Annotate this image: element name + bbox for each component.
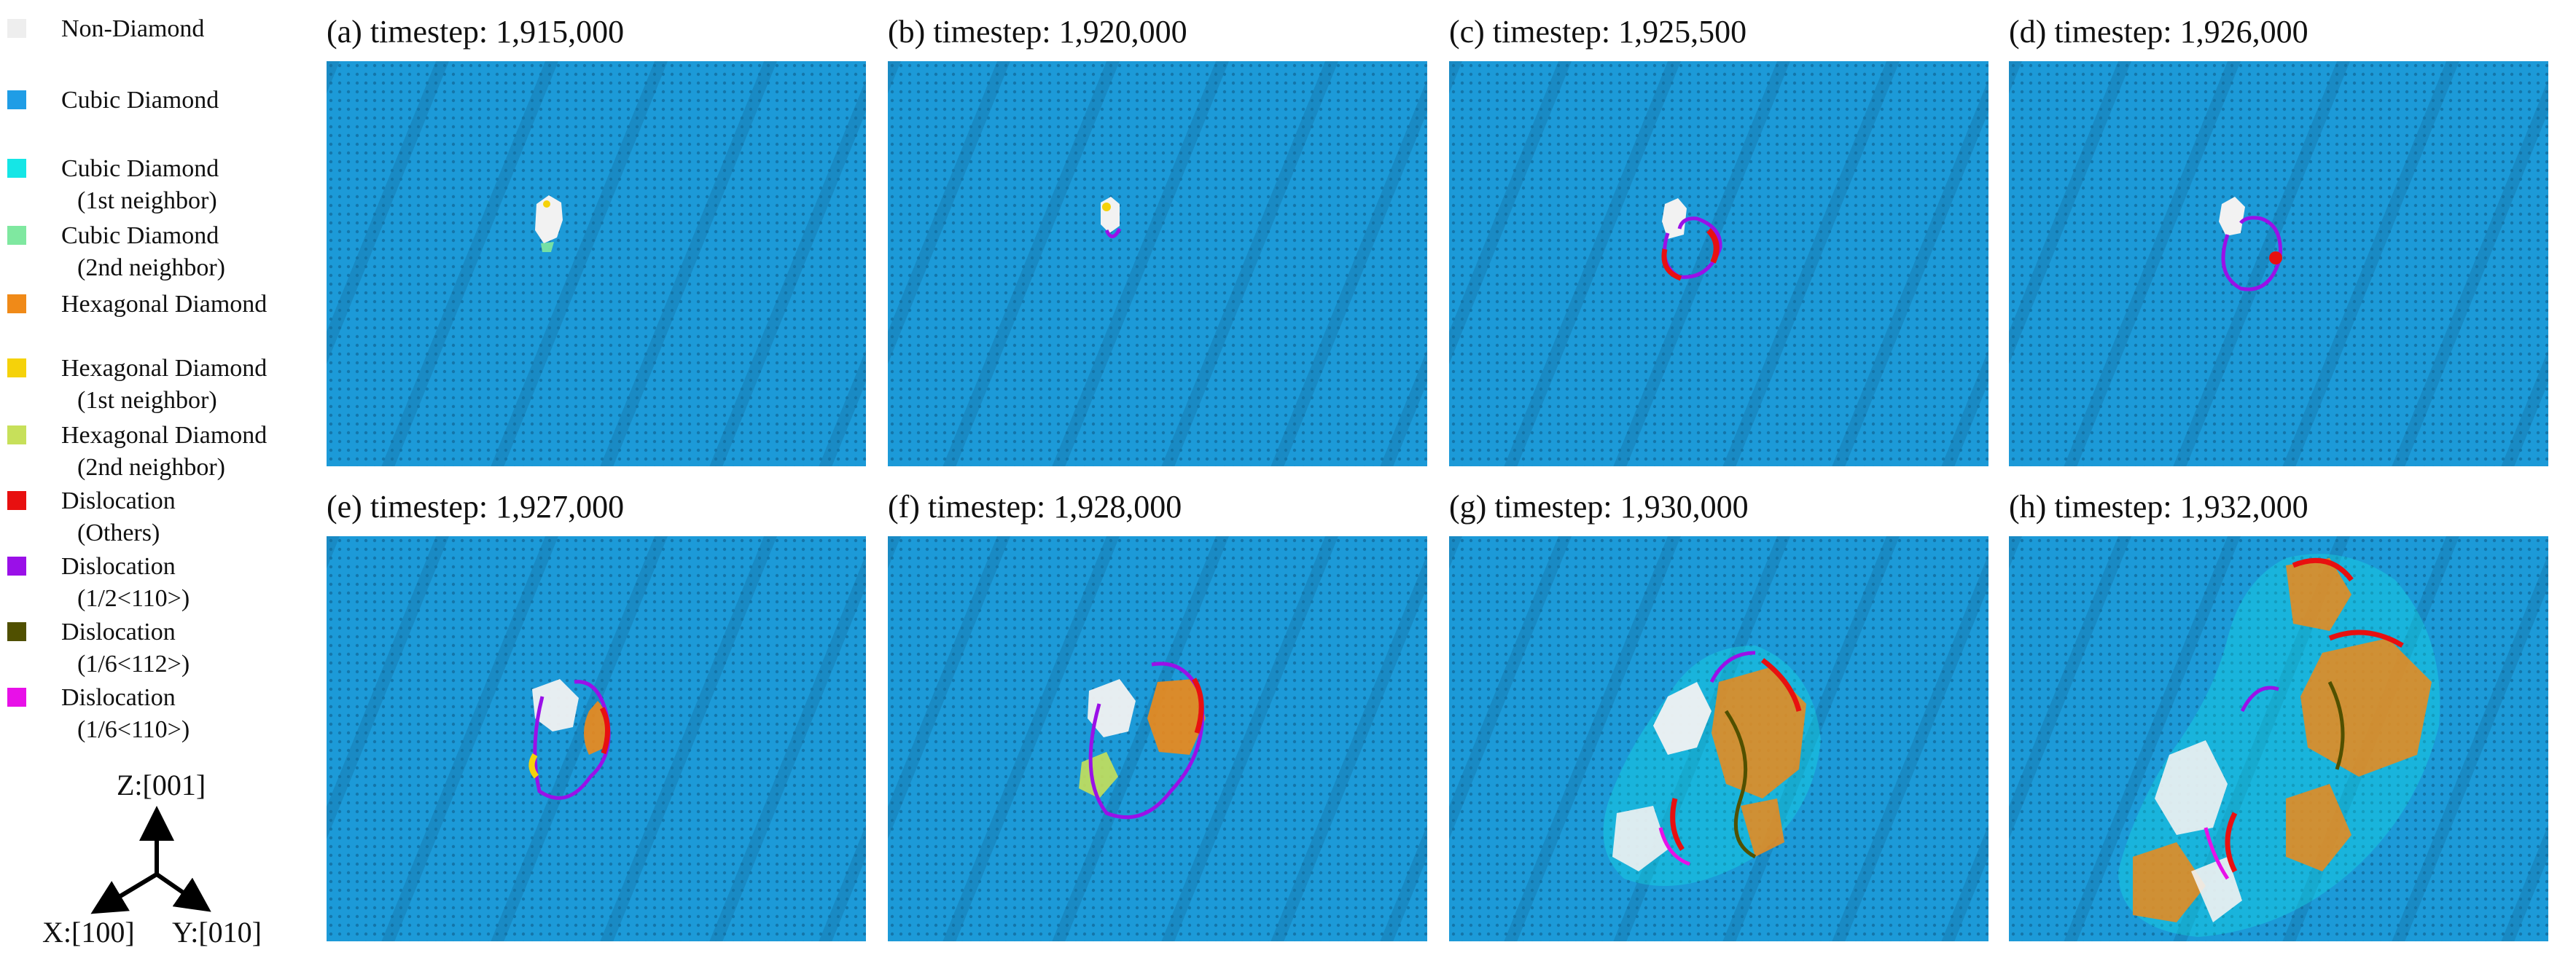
legend-label: Cubic Diamond: [61, 155, 219, 182]
legend-swatch: [7, 622, 26, 641]
legend-swatch: [7, 19, 26, 38]
legend-sublabel: (1st neighbor): [77, 387, 217, 414]
legend-swatch: [7, 294, 26, 313]
legend-label: Hexagonal Diamond: [61, 355, 268, 382]
legend-label: Hexagonal Diamond: [61, 291, 268, 318]
legend-swatch: [7, 557, 26, 576]
legend-swatch: [7, 159, 26, 178]
legend-label: Hexagonal Diamond: [61, 422, 268, 449]
legend-label: Cubic Diamond: [61, 87, 219, 114]
panel-label: (c): [1449, 14, 1485, 50]
panel-timestep: timestep: 1,925,500: [1492, 14, 1747, 50]
legend-swatch: [7, 688, 26, 707]
legend-sublabel: (Others): [77, 519, 160, 546]
simulation-snapshot: [1449, 61, 1988, 466]
panel-timestep: timestep: 1,915,000: [370, 14, 625, 50]
axis-label-x: X:[100]: [42, 916, 135, 949]
panel-timestep: timestep: 1,932,000: [2054, 489, 2308, 525]
axis-triad: Z:[001] X:[100] Y:[010]: [0, 743, 321, 969]
legend-label: Dislocation: [61, 619, 176, 646]
legend-sublabel: (1/2<110>): [77, 585, 190, 612]
simulation-snapshot: [888, 536, 1427, 941]
simulation-snapshot: [1449, 536, 1988, 941]
legend-label: Cubic Diamond: [61, 222, 219, 249]
panel-timestep: timestep: 1,926,000: [2054, 14, 2308, 50]
panel-timestep: timestep: 1,920,000: [933, 14, 1187, 50]
legend-label: Dislocation: [61, 684, 176, 711]
legend-swatch: [7, 90, 26, 109]
panel-timestep: timestep: 1,927,000: [370, 489, 625, 525]
axis-label-z: Z:[001]: [117, 769, 206, 801]
legend-sublabel: (1/6<110>): [77, 716, 190, 743]
legend-sublabel: (2nd neighbor): [77, 254, 226, 281]
simulation-snapshot: [2009, 61, 2548, 466]
panel-label: (e): [327, 489, 362, 525]
legend-swatch: [7, 358, 26, 377]
panel-label: (f): [888, 489, 920, 525]
legend-label: Non-Diamond: [61, 15, 205, 42]
simulation-snapshot: [327, 536, 866, 941]
panel-timestep: timestep: 1,928,000: [927, 489, 1182, 525]
legend-swatch: [7, 425, 26, 444]
simulation-snapshot: [2009, 536, 2548, 941]
legend-sublabel: (1st neighbor): [77, 187, 217, 214]
legend: Non-Diamond Cubic Diamond Cubic Diamond …: [0, 0, 321, 969]
panel-label: (g): [1449, 489, 1487, 525]
simulation-snapshot: [888, 61, 1427, 466]
panel-label: (a): [327, 14, 362, 50]
panel-timestep: timestep: 1,930,000: [1494, 489, 1749, 525]
axis-label-y: Y:[010]: [172, 916, 262, 949]
axis-arrows-icon: [90, 806, 211, 914]
legend-sublabel: (2nd neighbor): [77, 454, 226, 481]
simulation-snapshot: [327, 61, 866, 466]
panel-label: (d): [2009, 14, 2047, 50]
legend-label: Dislocation: [61, 553, 176, 580]
panel-label: (h): [2009, 489, 2047, 525]
legend-label: Dislocation: [61, 487, 176, 514]
panel-label: (b): [888, 14, 926, 50]
legend-sublabel: (1/6<112>): [77, 651, 190, 678]
legend-swatch: [7, 491, 26, 510]
legend-swatch: [7, 226, 26, 245]
